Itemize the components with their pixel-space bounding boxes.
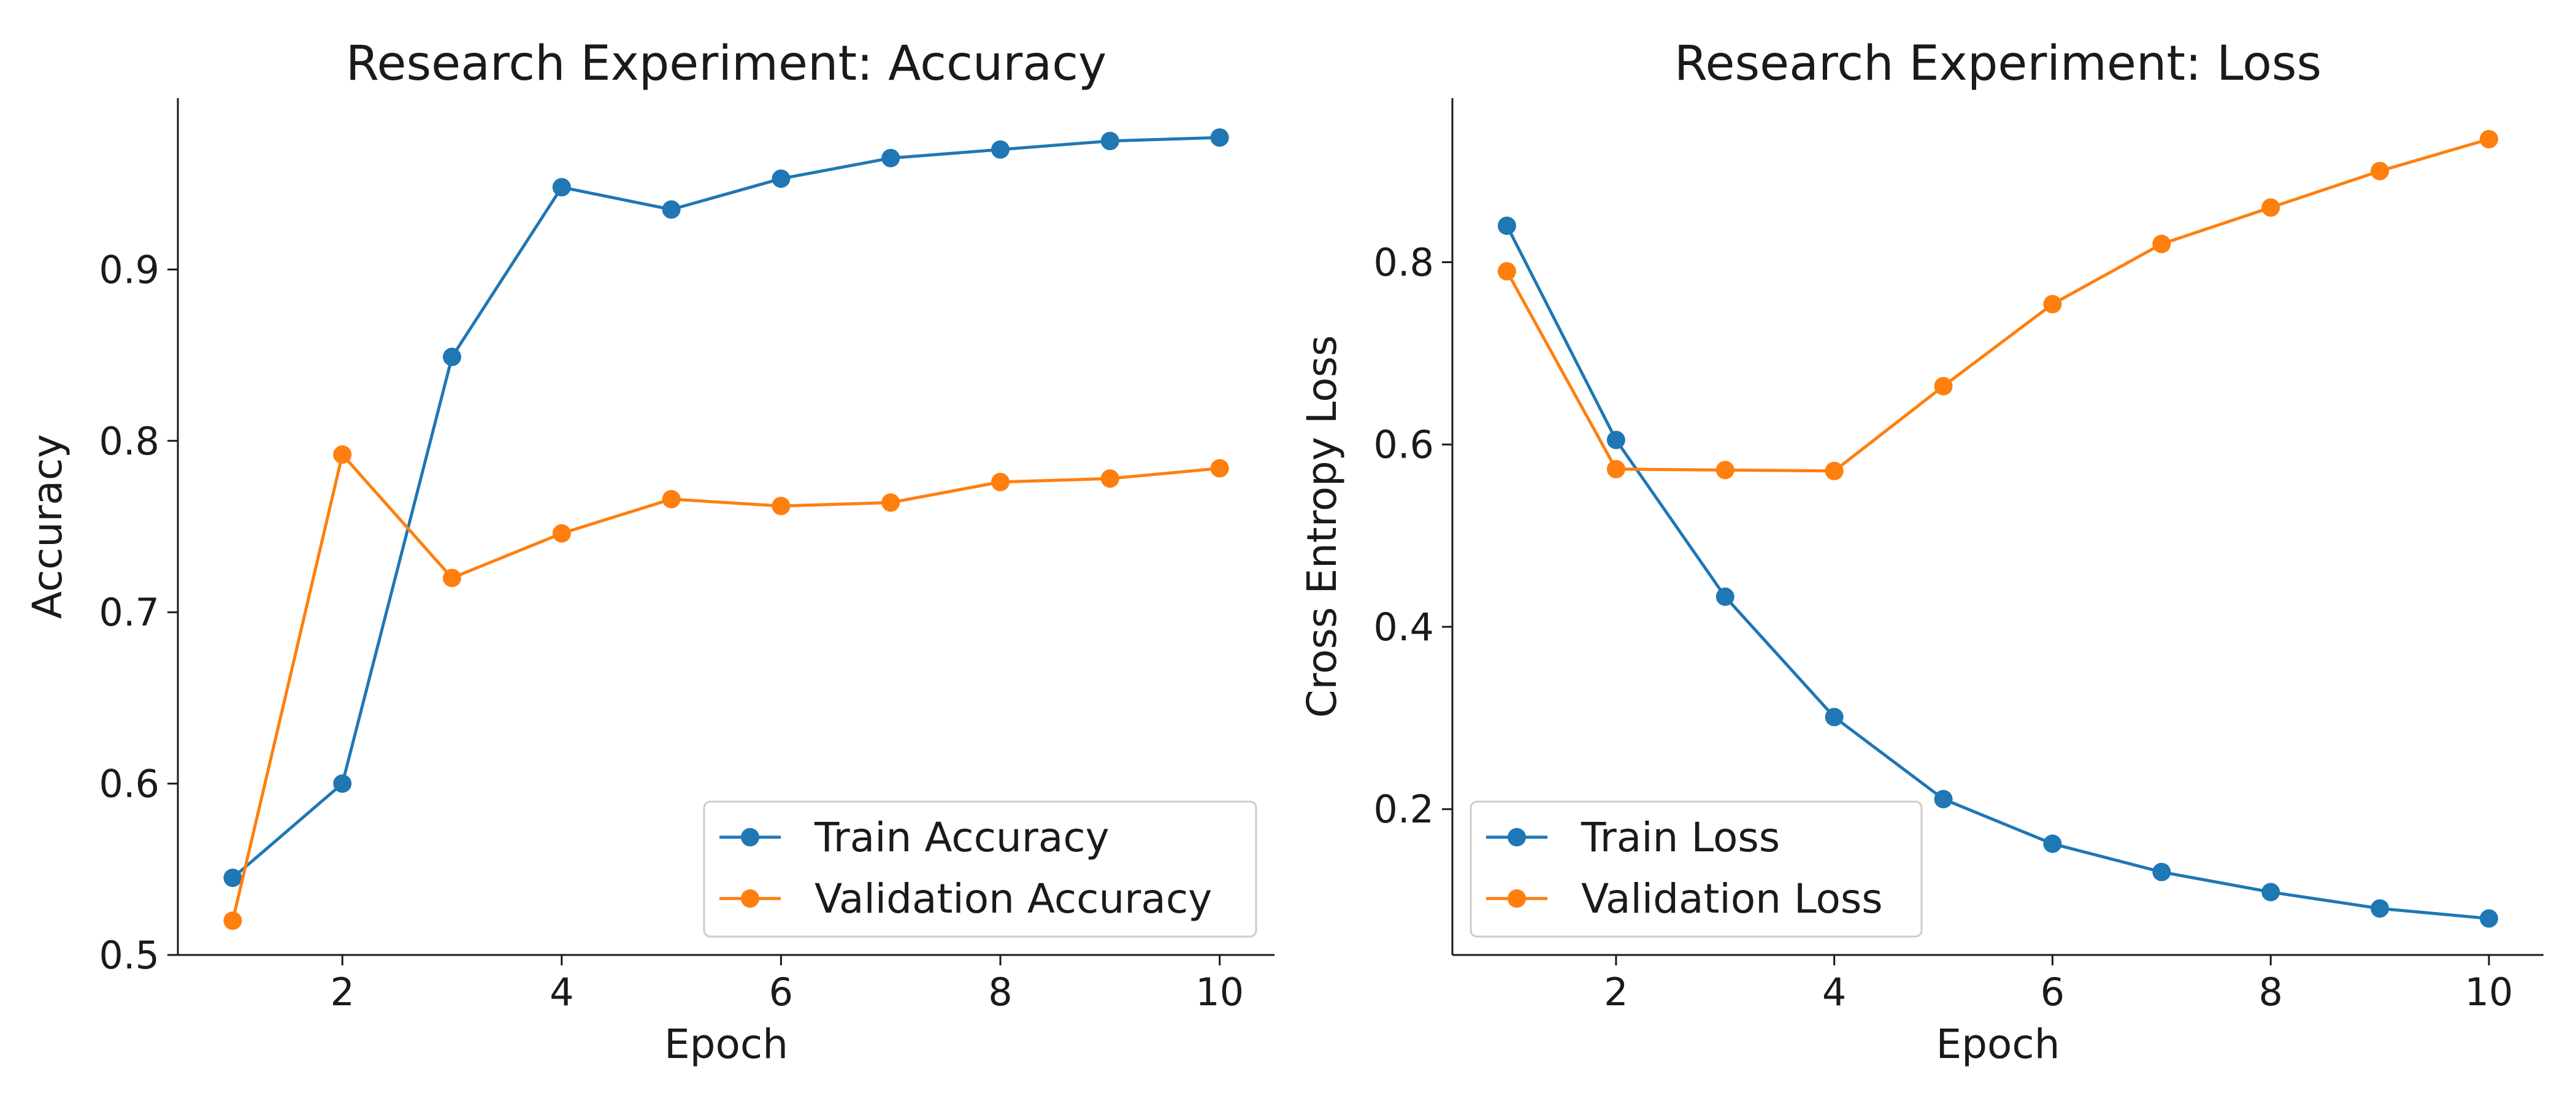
loss-series-1-point: [1497, 262, 1516, 281]
accuracy-series-0-point: [1100, 131, 1119, 150]
loss-series-0-point: [1715, 587, 1735, 606]
loss-series-0-line: [1505, 224, 2490, 921]
accuracy-x-tick-label: 8: [988, 970, 1012, 1014]
loss-x-tick-label: 8: [2259, 970, 2283, 1014]
loss-series-1-point: [2261, 198, 2280, 217]
accuracy-x-tick-label: 2: [330, 970, 354, 1014]
accuracy-series-1-point: [1100, 469, 1119, 488]
loss-y-tick-label: 0.6: [1373, 423, 1434, 467]
accuracy-series-0-point: [881, 148, 900, 167]
accuracy-series-0-point: [662, 200, 681, 219]
loss-series-0-point: [1825, 708, 1844, 727]
loss-x-tick-label: 4: [1822, 970, 1846, 1014]
accuracy-series-1-point: [223, 911, 242, 930]
loss-series-0-point: [1934, 789, 1953, 808]
loss-series-0-point: [2261, 883, 2280, 902]
loss-series-1-point: [2043, 294, 2062, 313]
loss-series-0-point: [1606, 431, 1625, 450]
loss-series-1-point: [1715, 461, 1735, 480]
loss-series-1-point: [2152, 234, 2171, 253]
loss-series-1-point: [2371, 161, 2390, 180]
loss-chart-title: Research Experiment: Loss: [1674, 36, 2321, 91]
loss-y-tick-label: 0.8: [1373, 240, 1434, 285]
accuracy-y-axis-label: Accuracy: [24, 434, 71, 619]
accuracy-series-0-point: [552, 178, 571, 197]
accuracy-x-axis-label: Epoch: [664, 1021, 788, 1068]
accuracy-legend-swatch-marker: [741, 889, 759, 908]
accuracy-legend-label: Validation Accuracy: [815, 875, 1212, 922]
loss-x-axis-label: Epoch: [1936, 1021, 2060, 1068]
loss-x-tick-label: 10: [2465, 970, 2513, 1014]
accuracy-x-tick-label: 4: [550, 970, 573, 1014]
loss-series-1-line: [1505, 137, 2490, 473]
accuracy-series-1-point: [662, 489, 681, 508]
accuracy-y-tick-label: 0.8: [99, 419, 159, 464]
loss-series-0-point: [2480, 909, 2499, 928]
accuracy-series-0-point: [1210, 128, 1229, 147]
accuracy-series-1-point: [443, 569, 461, 588]
accuracy-y-tick-label: 0.7: [99, 590, 159, 635]
accuracy-series-0-point: [333, 774, 352, 793]
accuracy-series-1-point: [333, 445, 352, 464]
accuracy-series-0-line: [231, 136, 1220, 880]
accuracy-series-0-point: [443, 347, 461, 366]
loss-y-axis-label: Cross Entropy Loss: [1298, 335, 1346, 718]
loss-legend-swatch-marker: [1508, 889, 1526, 908]
loss-legend-label: Validation Loss: [1581, 875, 1883, 922]
loss-series-1-point: [1606, 459, 1625, 478]
accuracy-series-1-point: [991, 472, 1010, 491]
loss-y-tick-label: 0.2: [1373, 787, 1434, 832]
loss-series-1-point: [1934, 377, 1953, 396]
accuracy-chart-title: Research Experiment: Accuracy: [346, 36, 1106, 91]
accuracy-series-0-point: [991, 140, 1010, 159]
accuracy-series-1-point: [552, 524, 571, 543]
accuracy-series-0-point: [772, 169, 791, 188]
loss-series-0-point: [2371, 899, 2390, 918]
loss-legend-box: [1470, 800, 1923, 938]
loss-legend-label: Train Loss: [1581, 814, 1780, 861]
accuracy-series-1-point: [1210, 459, 1229, 478]
accuracy-y-tick-label: 0.6: [99, 762, 159, 807]
accuracy-x-tick-label: 6: [769, 970, 793, 1014]
loss-legend-swatch-marker: [1508, 828, 1526, 846]
accuracy-series-0-point: [223, 868, 242, 887]
accuracy-series-1-point: [881, 493, 900, 512]
loss-x-tick-label: 6: [2041, 970, 2064, 1014]
accuracy-x-tick-label: 10: [1195, 970, 1244, 1014]
loss-series-0-point: [1497, 217, 1516, 236]
loss-y-tick-label: 0.4: [1373, 605, 1434, 650]
loss-series-1-point: [1825, 461, 1844, 480]
accuracy-series-1-line: [231, 451, 1220, 921]
loss-series-0-point: [2152, 862, 2171, 881]
accuracy-legend-box: [703, 800, 1257, 938]
loss-series-0-point: [2043, 834, 2062, 853]
accuracy-y-tick-label: 0.5: [99, 933, 159, 978]
loss-chart-panel: Research Experiment: Loss Epoch Cross En…: [1298, 36, 2543, 1068]
loss-series-1-point: [2480, 129, 2499, 148]
accuracy-chart-panel: Research Experiment: Accuracy Epoch Accu…: [24, 36, 1275, 1068]
accuracy-legend-swatch-marker: [741, 828, 759, 846]
loss-x-tick-label: 2: [1604, 970, 1628, 1014]
accuracy-legend-label: Train Accuracy: [814, 814, 1110, 861]
accuracy-y-tick-label: 0.9: [99, 247, 159, 292]
accuracy-series-1-point: [772, 496, 791, 515]
